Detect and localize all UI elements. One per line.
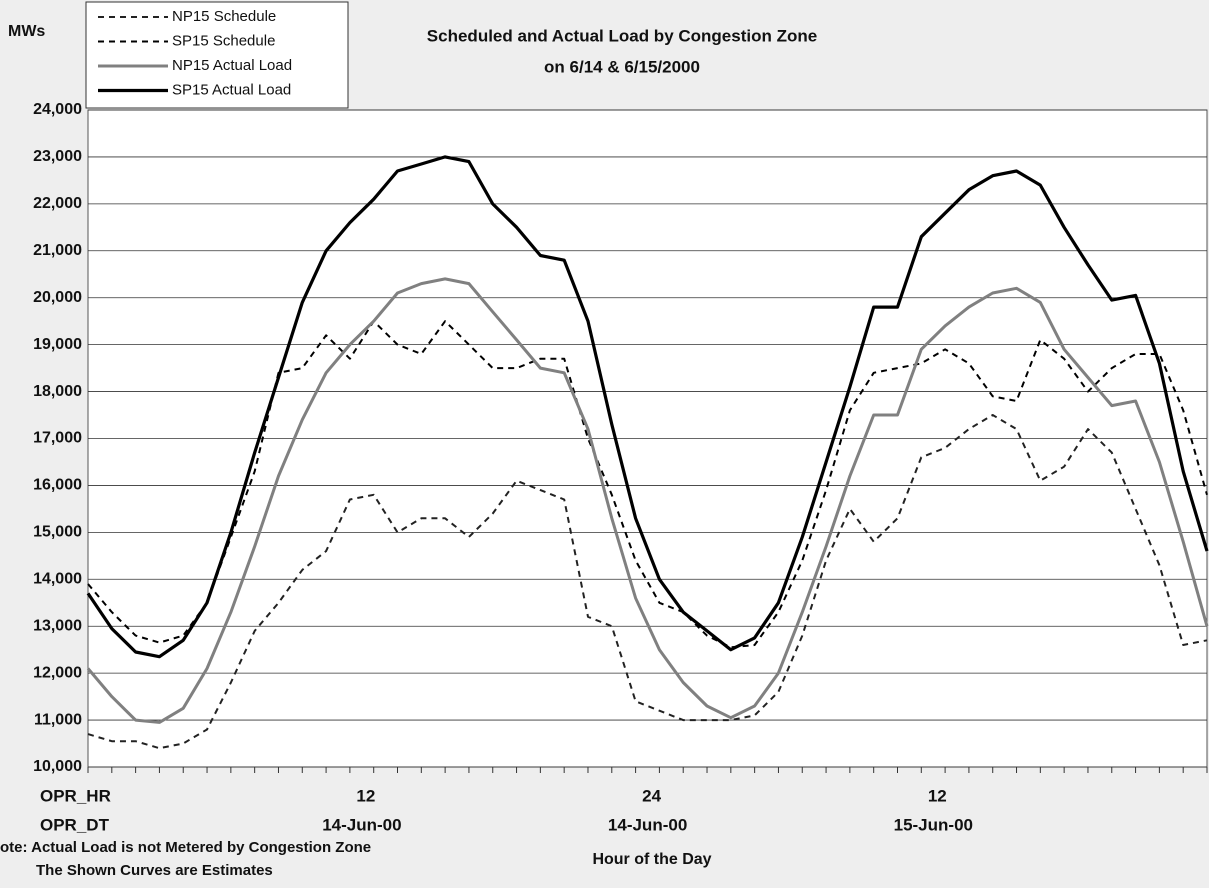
series-line bbox=[86, 277, 1209, 724]
y-tick-label: 22,000 bbox=[33, 195, 82, 212]
y-tick-label: 17,000 bbox=[33, 430, 82, 447]
y-tick-label: 18,000 bbox=[33, 383, 82, 400]
y-tick-label: 24,000 bbox=[33, 101, 82, 118]
y-tick-label: 19,000 bbox=[33, 336, 82, 353]
y-tick-label: 15,000 bbox=[33, 524, 82, 541]
note: The Shown Curves are Estimates bbox=[36, 862, 273, 879]
date-label: 15-Jun-00 bbox=[894, 815, 973, 834]
y-tick-label: 11,000 bbox=[34, 711, 82, 728]
legend-label: SP15 Schedule bbox=[172, 32, 275, 49]
legend-label: NP15 Schedule bbox=[172, 8, 276, 25]
y-tick-label: 14,000 bbox=[33, 571, 82, 588]
x-tick-label: 12 bbox=[928, 786, 947, 805]
series-line bbox=[87, 414, 1208, 750]
hour-row-label: OPR_HR bbox=[40, 786, 111, 805]
y-tick-label: 13,000 bbox=[33, 617, 82, 634]
y-axis-label: MWs bbox=[8, 23, 45, 40]
y-tick-label: 10,000 bbox=[33, 758, 82, 775]
x-tick-label: 12 bbox=[356, 786, 375, 805]
legend-label: NP15 Actual Load bbox=[172, 57, 292, 74]
y-tick-label: 21,000 bbox=[33, 242, 82, 259]
y-tick-label: 12,000 bbox=[33, 664, 82, 681]
y-tick-label: 16,000 bbox=[33, 477, 82, 494]
note: ote: Actual Load is not Metered by Conge… bbox=[0, 839, 371, 856]
date-label: 14-Jun-00 bbox=[322, 815, 401, 834]
chart-title: Scheduled and Actual Load by Congestion … bbox=[427, 26, 817, 45]
legend-label: SP15 Actual Load bbox=[172, 81, 291, 98]
date-row-label: OPR_DT bbox=[40, 815, 110, 834]
x-axis-label: Hour of the Day bbox=[592, 851, 711, 868]
y-tick-label: 23,000 bbox=[33, 148, 82, 165]
x-tick-label: 24 bbox=[642, 786, 661, 805]
date-label: 14-Jun-00 bbox=[608, 815, 687, 834]
series-line bbox=[86, 155, 1209, 659]
chart-subtitle: on 6/14 & 6/15/2000 bbox=[544, 57, 700, 76]
y-tick-label: 20,000 bbox=[33, 289, 82, 306]
